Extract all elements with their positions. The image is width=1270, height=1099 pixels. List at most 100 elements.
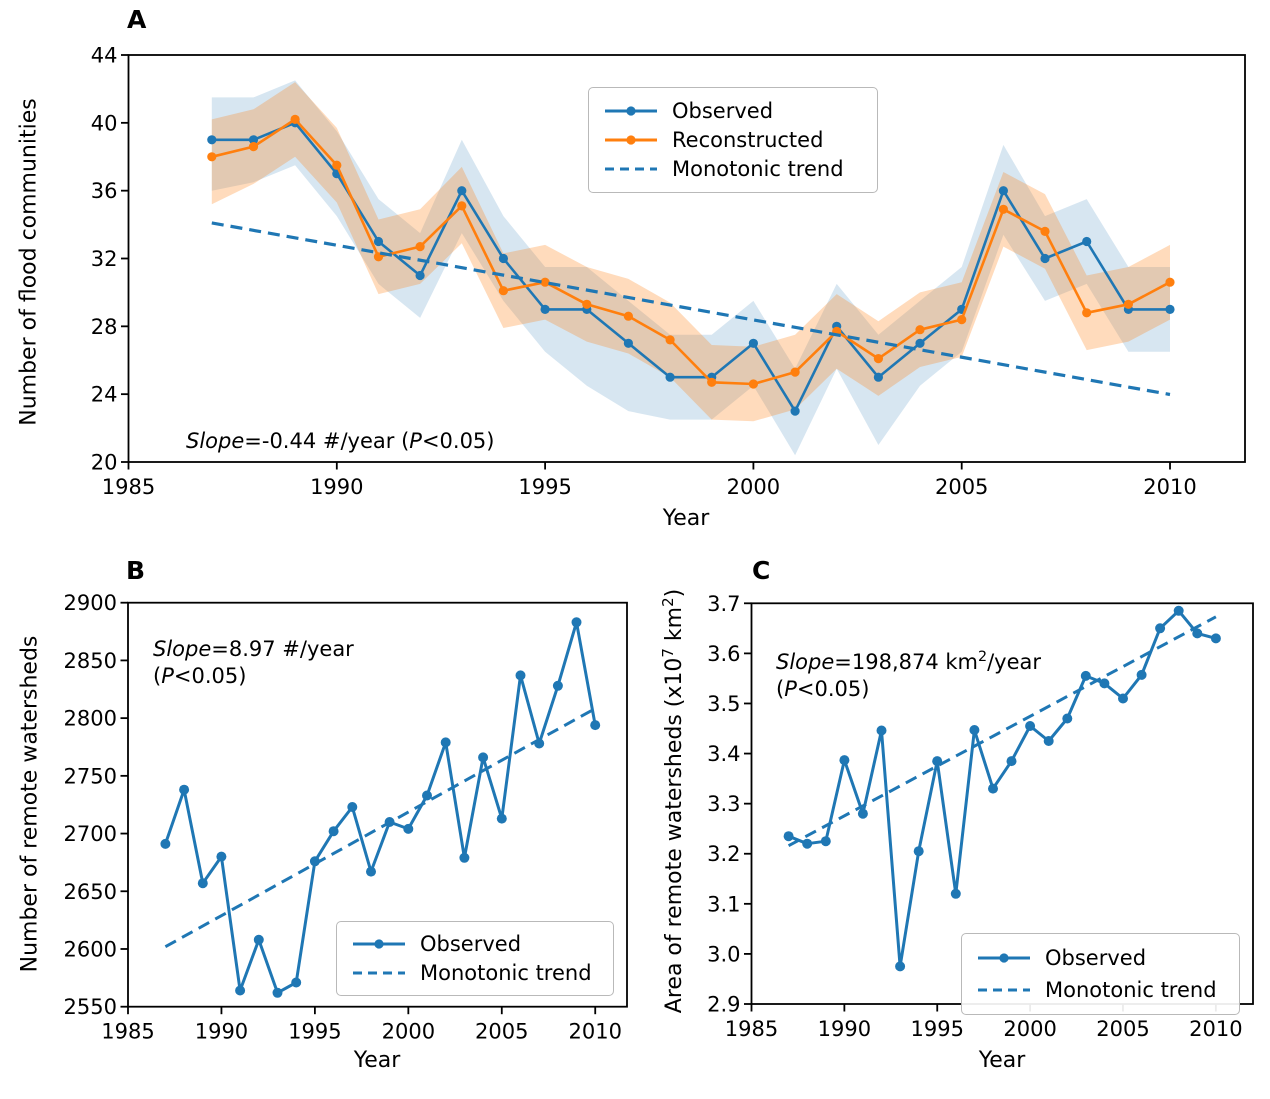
a-reconstructed-line	[210, 118, 1172, 386]
b-observed-marker	[253, 934, 264, 945]
y-tick-label: 32	[91, 247, 118, 271]
a-reconstructed-marker	[582, 299, 592, 309]
x-tick-label: 2000	[382, 1020, 435, 1044]
x-tick-label: 1990	[310, 475, 363, 499]
y-tick-label: 2800	[64, 707, 117, 731]
observed-line-marker-icon	[605, 106, 657, 116]
y-tick-label: 2.9	[707, 993, 740, 1017]
legend-label: Monotonic trend	[420, 960, 592, 985]
legend-panel-b: Observed Monotonic trend	[336, 921, 614, 996]
a-reconstructed-marker	[623, 311, 634, 321]
x-tick-label: 2010	[1143, 475, 1196, 499]
a-reconstructed-marker	[457, 201, 467, 211]
c-observed-marker	[1062, 713, 1073, 724]
b-observed-marker	[590, 720, 601, 731]
panel-a-slope-annotation: Slope=-0.44 #/year (P<0.05)	[186, 429, 495, 453]
legend-panel-a: Observed Reconstructed Monotonic trend	[588, 87, 878, 193]
a-reconstructed-marker	[207, 152, 217, 162]
panel-a-ylabel: Number of flood communities	[16, 98, 42, 426]
b-observed-marker	[515, 670, 526, 681]
y-tick-label: 2600	[64, 937, 117, 961]
legend-label: Observed	[1045, 946, 1147, 970]
a-reconstructed-marker	[915, 325, 925, 335]
c-observed-marker	[857, 808, 868, 819]
x-tick-label: 2000	[1003, 1017, 1056, 1041]
dashed-line-icon	[978, 988, 1030, 992]
a-observed-marker	[623, 338, 634, 348]
legend-item-trend: Monotonic trend	[603, 157, 863, 181]
panel-a-letter: A	[127, 5, 147, 34]
x-tick-label: 1995	[288, 1020, 341, 1044]
reconstructed-line-marker-icon	[605, 135, 657, 145]
panel-c-letter: C	[752, 556, 771, 585]
c-observed-marker	[950, 888, 961, 899]
y-tick-label: 3.7	[707, 592, 740, 616]
a-reconstructed-marker	[248, 142, 259, 152]
y-tick-label: 2750	[64, 764, 117, 788]
a-observed-marker	[498, 253, 508, 264]
legend-item-observed: Observed	[603, 99, 863, 123]
c-observed-marker	[895, 961, 906, 972]
b-observed-marker	[459, 852, 470, 863]
y-tick-label: 3.6	[707, 642, 740, 666]
y-tick-label: 28	[91, 315, 118, 339]
b-observed-marker	[496, 813, 507, 824]
y-tick-label: 36	[91, 179, 118, 203]
a-trend-line	[211, 221, 1171, 397]
legend-panel-c: Observed Monotonic trend	[961, 933, 1240, 1015]
a-reconstructed-marker	[290, 114, 300, 124]
legend-label: Observed	[420, 932, 522, 957]
b-observed-marker	[403, 823, 414, 834]
a-reconstructed-marker	[1040, 226, 1050, 236]
x-tick-label: 2010	[1189, 1017, 1242, 1041]
a-reconstructed-marker	[665, 335, 675, 345]
b-observed-marker	[235, 985, 246, 996]
y-tick-label: 2550	[64, 995, 117, 1019]
a-observed-marker	[998, 186, 1009, 196]
x-tick-label: 1995	[911, 1017, 964, 1041]
c-observed-marker	[1173, 605, 1184, 616]
c-observed-marker	[876, 725, 887, 736]
dashed-line-icon	[353, 971, 405, 975]
y-tick-label: 2700	[64, 822, 117, 846]
b-trend-line	[164, 707, 596, 949]
c-observed-marker	[783, 831, 794, 842]
legend-item-reconstructed: Reconstructed	[603, 128, 863, 152]
a-observed-marker	[457, 186, 467, 196]
a-reconstructed-marker	[1123, 299, 1133, 309]
legend-label: Monotonic trend	[1045, 978, 1217, 1002]
a-observed-marker	[1082, 236, 1092, 247]
a-reconstructed-marker	[540, 277, 550, 287]
c-observed-marker	[820, 836, 831, 847]
y-tick-label: 24	[91, 383, 118, 407]
x-tick-label: 1995	[518, 475, 571, 499]
b-observed-marker	[366, 866, 376, 877]
legend-item-trend: Monotonic trend	[976, 978, 1225, 1002]
observed-line-marker-icon	[978, 953, 1030, 963]
c-observed-marker	[1099, 678, 1110, 689]
panel-c-slope-annotation: Slope=198,874 km2/year (P<0.05)	[776, 649, 1042, 701]
a-reconstructed-marker	[1082, 308, 1092, 318]
c-observed-marker	[1080, 670, 1091, 681]
observed-line-marker-icon	[353, 939, 405, 949]
y-tick-label: 3.4	[707, 742, 740, 766]
legend-label: Observed	[672, 98, 774, 123]
b-observed-marker	[328, 826, 339, 837]
c-trend-line	[787, 615, 1217, 848]
c-observed-marker	[839, 755, 850, 766]
panel-c-xlabel: Year	[978, 1048, 1026, 1073]
y-tick-label: 44	[91, 44, 118, 68]
b-observed-marker	[571, 617, 582, 628]
panel-c-ylabel: Area of remote watersheds (x107 km2)	[658, 588, 688, 1014]
a-reconstructed-marker	[415, 242, 425, 252]
x-tick-label: 2000	[727, 475, 780, 499]
a-observed-marker	[207, 135, 217, 145]
panel-b-xlabel: Year	[353, 1048, 401, 1073]
a-observed-confidence-band	[211, 80, 1171, 456]
b-observed-marker	[160, 838, 171, 849]
panel-b-ylabel: Number of remote watersheds	[17, 635, 43, 973]
legend-label: Monotonic trend	[672, 157, 844, 182]
a-observed-marker	[873, 372, 884, 382]
